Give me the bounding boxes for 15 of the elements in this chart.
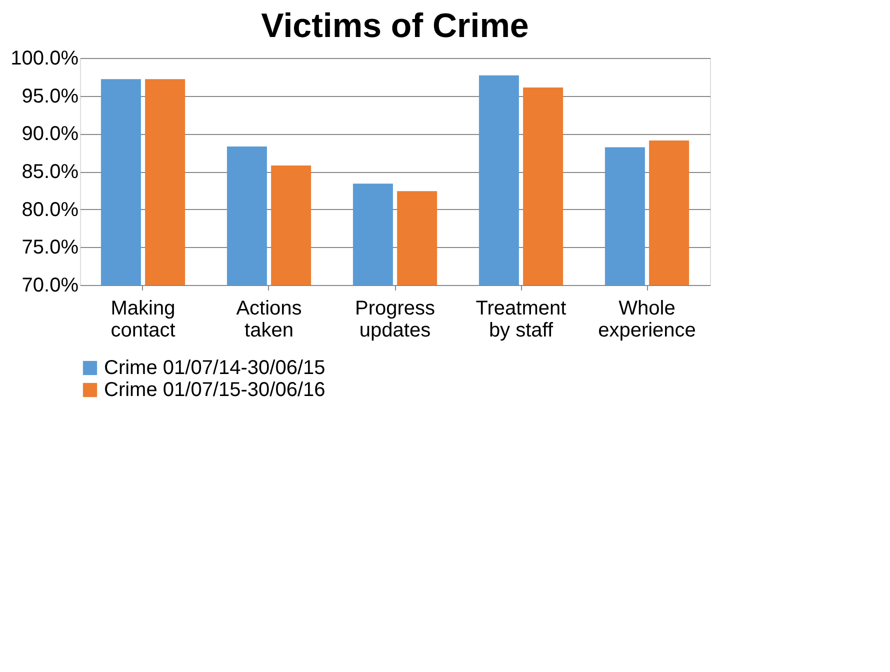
y-tick-label: 95.0% — [22, 85, 79, 108]
y-tick-label: 85.0% — [22, 161, 79, 183]
y-tick-label: 80.0% — [22, 198, 79, 221]
legend-label: Crime 01/07/14-30/06/15 — [104, 357, 326, 379]
x-tick-label: Actions taken — [236, 298, 302, 342]
x-tick-label: Treatment by staff — [476, 298, 567, 342]
y-tick-label: 70.0% — [22, 274, 79, 296]
x-tick-label: Progress updates — [354, 298, 436, 342]
x-tick-label: Making contact — [110, 298, 176, 342]
y-tick-label: 90.0% — [22, 123, 79, 146]
x-tick-label: Whole experience — [598, 298, 696, 342]
chart-title: Victims of Crime — [261, 7, 529, 45]
y-tick-label: 100.0% — [10, 48, 79, 70]
y-tick-label: 75.0% — [22, 236, 79, 259]
legend-label: Crime 01/07/15-30/06/16 — [104, 379, 326, 401]
